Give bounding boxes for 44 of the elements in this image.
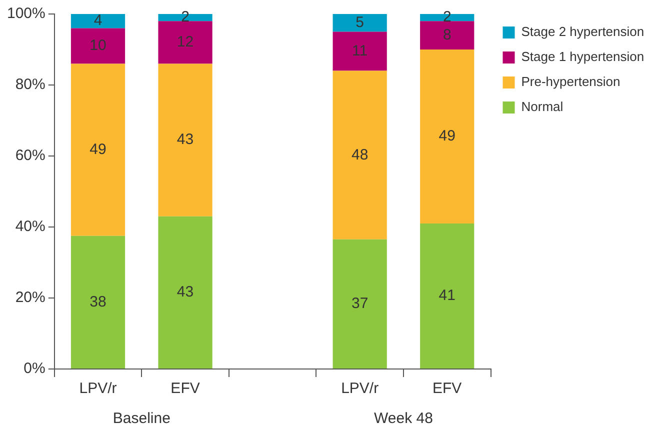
x-tick-label: LPV/r xyxy=(341,380,379,398)
legend-label: Stage 1 hypertension xyxy=(521,49,644,64)
y-tick-label: 0% xyxy=(24,360,46,378)
bar xyxy=(332,70,387,240)
bar xyxy=(420,223,474,368)
text: Week 48 xyxy=(374,410,433,428)
bar xyxy=(420,21,474,50)
data-label: 11 xyxy=(352,42,368,60)
data-label: 41 xyxy=(438,287,456,304)
bar xyxy=(332,14,387,32)
bar xyxy=(158,64,212,216)
data-label: 10 xyxy=(90,37,106,54)
x-tick-label: LPV/r xyxy=(79,380,117,398)
bar xyxy=(332,239,387,368)
data-label: 43 xyxy=(176,131,194,148)
y-tick-label: 100% xyxy=(6,5,46,22)
x-tick-label: EFV xyxy=(170,380,200,398)
y-tick-label: 60% xyxy=(15,147,46,164)
bar xyxy=(420,50,474,224)
bar xyxy=(70,236,126,368)
text: Baseline xyxy=(112,410,170,428)
legend-label: Stage 2 hypertension xyxy=(521,24,644,40)
data-label: 49 xyxy=(90,140,106,158)
data-label: 48 xyxy=(351,146,368,164)
x-tick-label: EFV xyxy=(432,380,462,398)
y-tick-label: 20% xyxy=(15,289,46,306)
data-label: 8 xyxy=(442,26,452,44)
bar xyxy=(332,32,387,71)
legend-label: Pre-hypertension xyxy=(521,74,620,90)
bar xyxy=(158,21,212,64)
bar xyxy=(70,28,126,64)
data-label: 4 xyxy=(94,12,102,30)
bar xyxy=(70,64,126,236)
legend-label: Normal xyxy=(521,99,564,114)
data-label: 43 xyxy=(176,284,194,301)
bar xyxy=(158,216,212,368)
data-label: 5 xyxy=(356,14,364,32)
data-label: 49 xyxy=(438,128,456,145)
y-tick-label: 80% xyxy=(15,76,46,94)
bar xyxy=(70,14,126,28)
data-label: 37 xyxy=(351,295,368,312)
data-label: 12 xyxy=(176,34,194,51)
data-label: 38 xyxy=(90,293,106,310)
y-tick-label: 40% xyxy=(15,218,46,236)
